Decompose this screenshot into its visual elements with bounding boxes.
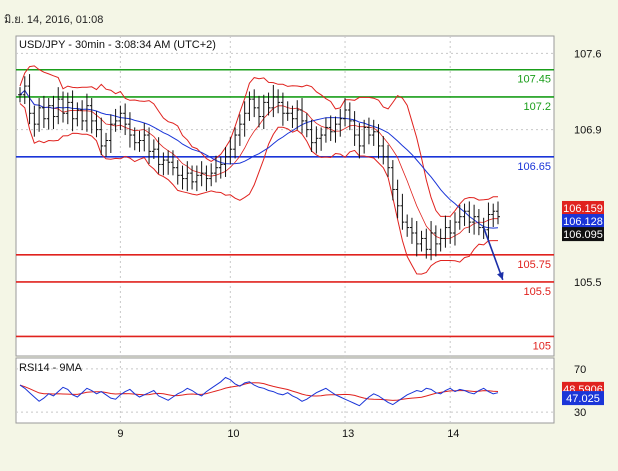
y-tick-label: 106.9	[574, 125, 602, 137]
price-bars	[18, 74, 500, 261]
upper-band	[19, 65, 498, 217]
rsi-line	[19, 376, 499, 407]
price-marker-label: 106.128	[563, 216, 603, 228]
price-marker-box	[562, 214, 604, 229]
level-label: 107.45	[517, 74, 551, 86]
y-tick-label: 107.6	[574, 48, 602, 60]
y-tick-label: 105.5	[574, 277, 602, 289]
price-marker-label: 106.095	[563, 229, 603, 241]
rsi-title: RSI14 - 9MA	[19, 362, 83, 374]
level-label: 106.65	[517, 161, 551, 173]
forecast-arrow	[482, 227, 504, 281]
forecast-arrow-head	[497, 271, 504, 280]
moving-average	[19, 89, 499, 229]
x-tick-label: 13	[342, 428, 354, 440]
level-label: 105	[533, 340, 551, 352]
price-marker-box	[562, 200, 604, 215]
level-label: 107.2	[523, 101, 551, 113]
forecast-arrow-line	[482, 227, 504, 281]
rsi-marker-box	[562, 391, 604, 406]
rsi-ma-line	[19, 382, 499, 401]
lower-band	[19, 103, 498, 275]
price-marker-label: 106.159	[563, 203, 603, 215]
rsi-marker-label: 47.025	[566, 393, 600, 405]
timestamp: มิ.ย. 14, 2016, 01:08	[4, 14, 104, 26]
level-label: 105.75	[517, 259, 551, 271]
price-marker-box	[562, 227, 604, 242]
price-axis-ticks: 107.6 106.9 105.5 70 30	[574, 48, 602, 419]
x-tick-label: 14	[447, 428, 459, 440]
rsi-panel	[15, 357, 555, 424]
chart-title: USD/JPY - 30min - 3:08:34 AM (UTC+2)	[19, 39, 216, 51]
rsi-tick-label: 30	[574, 407, 586, 419]
x-tick-label: 9	[117, 428, 123, 440]
x-tick-label: 10	[227, 428, 239, 440]
rsi-tick-label: 70	[574, 364, 586, 376]
time-axis-ticks: 9 10 13 14	[117, 428, 459, 440]
level-label: 105.5	[523, 286, 551, 298]
horizontal-levels: 107.45 107.2 106.65 105.75 105.5 105	[16, 68, 554, 352]
price-panel	[15, 35, 555, 357]
